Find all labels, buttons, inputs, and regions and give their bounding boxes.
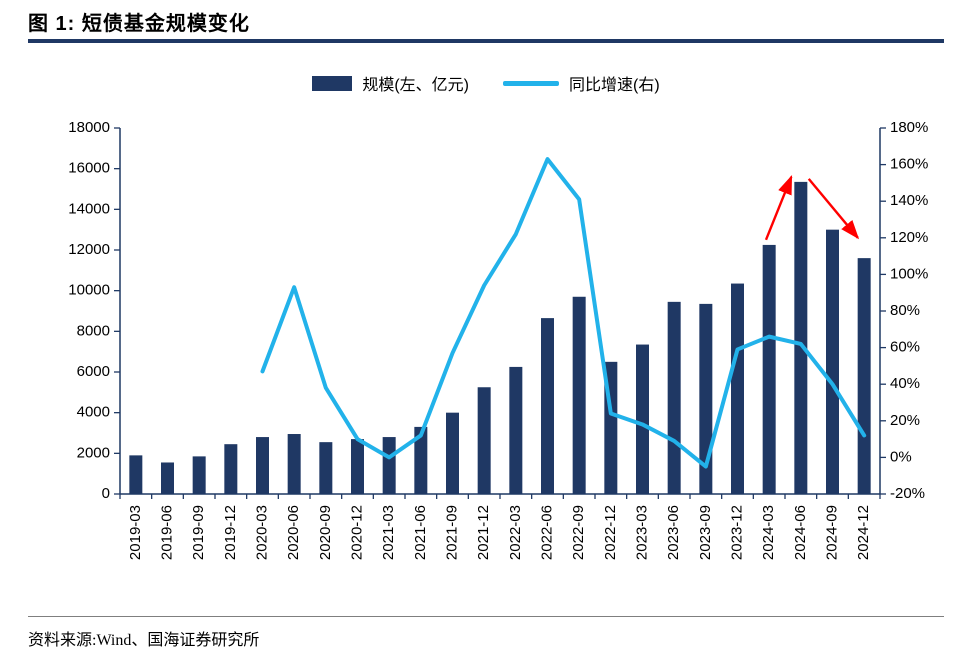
right-axis-label: 140% xyxy=(890,192,928,209)
x-axis-label: 2022-09 xyxy=(570,505,587,560)
bar-2023-09 xyxy=(699,303,713,494)
right-axis-label: 160% xyxy=(890,156,928,173)
x-axis-label: 2020-03 xyxy=(253,505,270,560)
left-axis-label: 18000 xyxy=(68,119,110,136)
figure-title: 图 1: 短债基金规模变化 xyxy=(28,13,250,35)
title-divider xyxy=(28,39,944,43)
bar-2020-06 xyxy=(287,434,301,494)
x-axis-label: 2021-03 xyxy=(380,505,397,560)
x-axis-label: 2022-12 xyxy=(602,505,619,560)
left-axis-label: 0 xyxy=(102,485,110,502)
source-divider xyxy=(28,616,944,617)
x-axis-label: 2022-03 xyxy=(507,505,524,560)
bar-2024-06 xyxy=(794,181,808,494)
legend-label-growth: 同比增速(右) xyxy=(569,77,660,94)
left-axis-label: 12000 xyxy=(68,241,110,258)
bar-2023-06 xyxy=(667,301,681,494)
growth-line xyxy=(260,157,867,469)
x-axis-label: 2019-03 xyxy=(127,505,144,560)
bar-2023-12 xyxy=(731,283,744,494)
right-axis-label: 0% xyxy=(890,448,912,465)
x-axis-label: 2021-06 xyxy=(412,505,429,560)
source-text: 资料来源:Wind、国海证券研究所 xyxy=(28,632,260,649)
x-axis-label: 2023-09 xyxy=(697,505,714,560)
x-axis-label: 2023-03 xyxy=(633,505,650,560)
bar-2024-12 xyxy=(857,258,871,494)
x-axis-label: 2024-03 xyxy=(760,505,777,560)
x-axis-label: 2023-12 xyxy=(728,505,745,560)
bar-2021-09 xyxy=(446,412,459,494)
bar-2021-12 xyxy=(477,387,491,494)
bar-2019-06 xyxy=(161,462,174,494)
right-axis-label: -20% xyxy=(890,485,925,502)
bar-2020-09 xyxy=(319,442,333,494)
bar-2020-03 xyxy=(256,437,269,494)
x-axis-label: 2024-09 xyxy=(823,505,840,560)
right-axis-label: 80% xyxy=(890,302,920,319)
right-axis-label: 120% xyxy=(890,229,928,246)
x-axis-label: 2020-06 xyxy=(285,505,302,560)
bar-2019-12 xyxy=(224,444,238,494)
x-axis-label: 2024-12 xyxy=(855,505,872,560)
legend-item-growth: 同比增速(右) xyxy=(503,71,660,95)
bar-2024-09 xyxy=(826,229,839,494)
x-axis-label: 2019-09 xyxy=(190,505,207,560)
bar-2019-09 xyxy=(192,456,206,494)
right-axis-label: 20% xyxy=(890,412,920,429)
bar-2020-12 xyxy=(351,439,364,494)
x-axis-label: 2021-12 xyxy=(475,505,492,560)
legend-line-swatch xyxy=(503,80,559,86)
chart-legend: 规模(左、亿元) 同比增速(右) xyxy=(0,70,972,96)
right-axis-label: 180% xyxy=(890,119,928,136)
x-axis-label: 2019-06 xyxy=(158,505,175,560)
x-axis-label: 2023-06 xyxy=(665,505,682,560)
left-axis-label: 8000 xyxy=(77,322,110,339)
left-axis-label: 6000 xyxy=(77,363,110,380)
left-axis-label: 16000 xyxy=(68,160,110,177)
bar-2021-06 xyxy=(414,426,428,494)
bar-2023-03 xyxy=(636,344,649,494)
x-axis-label: 2022-06 xyxy=(538,505,555,560)
bar-2019-03 xyxy=(129,455,143,494)
left-axis-label: 14000 xyxy=(68,200,110,217)
legend-item-scale: 规模(左、亿元) xyxy=(312,71,469,95)
annotation-arrow-1 xyxy=(764,175,793,241)
x-axis-label: 2024-06 xyxy=(792,505,809,560)
left-axis-label: 10000 xyxy=(68,282,110,299)
left-axis-label: 2000 xyxy=(77,444,110,461)
x-axis-label: 2020-09 xyxy=(317,505,334,560)
x-axis-label: 2021-09 xyxy=(443,505,460,560)
right-axis-label: 100% xyxy=(890,265,928,282)
bar-2022-09 xyxy=(572,296,586,494)
bar-2022-06 xyxy=(541,318,554,494)
left-axis-label: 4000 xyxy=(77,404,110,421)
x-axis-label: 2019-12 xyxy=(222,505,239,560)
bar-2022-03 xyxy=(509,366,523,494)
legend-label-scale: 规模(左、亿元) xyxy=(362,77,469,94)
bar-line-chart: 0 2000 4000 6000 8000 10000 12000 14000 16000 180… xyxy=(68,119,928,560)
right-axis-label: 40% xyxy=(890,375,920,392)
x-axis-label: 2020-12 xyxy=(348,505,365,560)
annotation-arrow-2 xyxy=(807,178,860,240)
legend-bar-swatch xyxy=(312,75,353,91)
right-axis-label: 60% xyxy=(890,339,920,356)
bar-2021-03 xyxy=(382,437,396,494)
bar-2024-03 xyxy=(762,244,776,494)
